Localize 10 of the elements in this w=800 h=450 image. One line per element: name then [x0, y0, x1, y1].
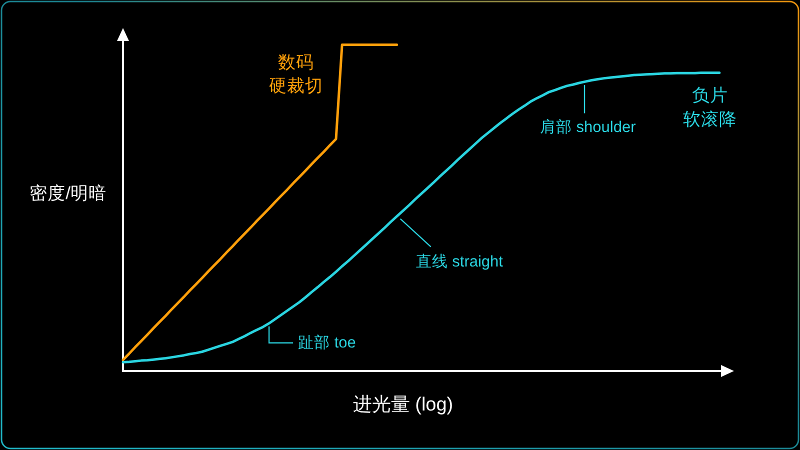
annotation: 趾部 toe: [268, 326, 356, 352]
annotation: 肩部 shoulder: [540, 85, 636, 136]
y-axis-title: 密度/明暗: [30, 183, 106, 203]
annotation: 趾部 toe: [298, 333, 356, 352]
series-label: 数码硬裁切: [269, 52, 323, 96]
series-label: 负片软滚降: [683, 85, 737, 129]
x-axis-title: 进光量 (log): [352, 394, 454, 416]
annotation: 直线 straight: [416, 252, 504, 271]
annotation: 肩部 shoulder: [540, 118, 636, 136]
annotation: 直线 straight: [400, 218, 503, 271]
